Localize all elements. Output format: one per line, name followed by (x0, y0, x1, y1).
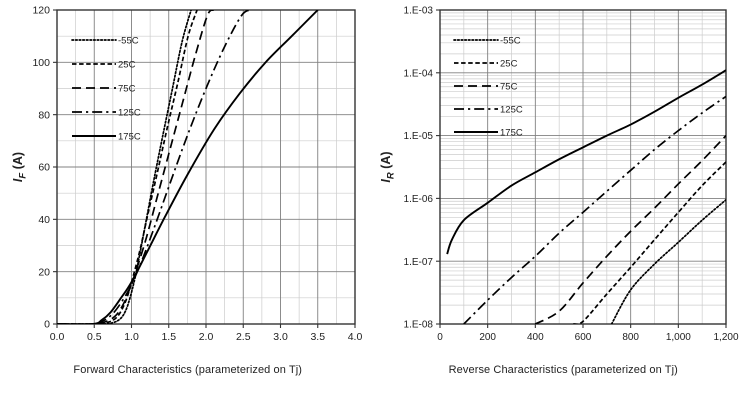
x-axis-tick-label: 1.0 (124, 331, 139, 343)
legend-label-175c: 175C (500, 127, 523, 138)
y-axis-tick-label: 20 (38, 266, 50, 278)
forward-characteristics-figure: 0 20 40 60 80 100 120 0.0 0.5 1.0 1.5 2.0 2.5 3.0 3.5 4… (0, 0, 376, 376)
reverse-chart-caption: Reverse Characteristics (parameterized o… (448, 364, 678, 376)
x-axis-tick-label: 800 (622, 332, 639, 343)
series-line-125c (57, 10, 252, 324)
forward-chart-caption: Forward Characteristics (parameterized o… (73, 364, 303, 376)
x-axis-tick-label: 1,200 (713, 332, 738, 343)
chart-legend: -55C 25C 75C 125C 175C (452, 35, 523, 138)
chart-legend: -55C 25C 75C 125C 175C (71, 35, 141, 142)
reverse-chart-area: 1.E-08 1.E-07 1.E-06 1.E-05 1.E-04 1.E-03 0 200… (376, 0, 751, 345)
x-axis-tick-label: 1,000 (665, 332, 690, 343)
legend-label-25c: 25C (118, 59, 136, 70)
y-axis-tick-label: 1.E-07 (403, 257, 433, 268)
legend-label-125c: 125C (500, 104, 523, 115)
legend-label-75c: 75C (118, 83, 136, 94)
y-axis-tick-label: 120 (32, 5, 50, 17)
x-axis-tick-label: 2.5 (236, 331, 251, 343)
x-axis-tick-label: 0.0 (50, 331, 65, 343)
series-line-75c (57, 10, 215, 324)
series-line-25c (57, 10, 198, 324)
x-axis-tick-label: 0 (437, 332, 443, 343)
series-line-55c (610, 198, 726, 324)
x-axis-tick-label: 4.0 (348, 331, 363, 343)
series-line-125c (462, 95, 726, 324)
x-axis-tick-label: 0.5 (87, 331, 102, 343)
legend-label-175c: 175C (118, 131, 141, 142)
x-axis-tick-label: 1.5 (161, 331, 176, 343)
series-line-175c (445, 69, 726, 255)
reverse-chart-svg: 1.E-08 1.E-07 1.E-06 1.E-05 1.E-04 1.E-03 0 200… (379, 6, 739, 343)
x-axis-tick-label: 2.0 (199, 331, 214, 343)
legend-label-55c: -55C (118, 35, 139, 46)
series-line-25c (572, 161, 726, 324)
legend-label-55c: -55C (500, 35, 521, 46)
x-axis-tick-label: 3.0 (273, 331, 288, 343)
x-axis-tick-label: 600 (574, 332, 591, 343)
y-axis-tick-label: 0 (44, 319, 50, 331)
y-axis-title: IF (A) (11, 152, 29, 182)
series-line-175c (57, 10, 319, 324)
forward-chart-svg: 0 20 40 60 80 100 120 0.0 0.5 1.0 1.5 2.0 2.5 3.0 3.5 4… (11, 5, 363, 343)
y-axis-tick-label: 1.E-04 (403, 68, 433, 79)
legend-label-75c: 75C (500, 81, 518, 92)
y-axis-tick-label: 80 (38, 109, 50, 121)
y-axis-tick-label: 1.E-08 (403, 320, 433, 331)
legend-label-25c: 25C (500, 58, 518, 69)
y-axis-tick-label: 100 (32, 57, 50, 69)
reverse-characteristics-figure: 1.E-08 1.E-07 1.E-06 1.E-05 1.E-04 1.E-03 0 200… (376, 0, 751, 411)
y-axis-tick-label: 1.E-06 (403, 194, 433, 205)
y-axis-tick-label: 40 (38, 214, 50, 226)
legend-label-125c: 125C (118, 107, 141, 118)
forward-chart-area: 0 20 40 60 80 100 120 0.0 0.5 1.0 1.5 2.0 2.5 3.0 3.5 4… (0, 0, 376, 345)
y-axis-title: IR (A) (379, 151, 397, 182)
x-axis-tick-label: 3.5 (310, 331, 325, 343)
x-axis-tick-label: 200 (479, 332, 496, 343)
y-axis-tick-label: 1.E-03 (403, 6, 433, 17)
y-axis-tick-label: 60 (38, 162, 50, 174)
y-axis-tick-label: 1.E-05 (403, 131, 433, 142)
series-line-75c (534, 135, 726, 324)
x-axis-tick-label: 400 (526, 332, 543, 343)
